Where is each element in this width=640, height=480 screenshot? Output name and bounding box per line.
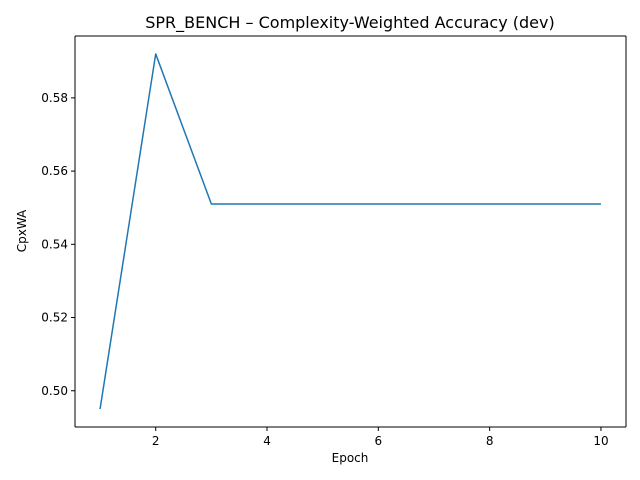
x-tick-label: 10 xyxy=(593,434,608,448)
plot-area xyxy=(75,36,626,427)
x-tick-label: 8 xyxy=(486,434,494,448)
y-tick-label: 0.50 xyxy=(41,384,68,398)
x-axis-ticks: 2 4 6 8 10 xyxy=(152,427,609,448)
y-tick-label: 0.58 xyxy=(41,91,68,105)
y-tick-label: 0.56 xyxy=(41,164,68,178)
series-line xyxy=(99,53,601,410)
y-tick-label: 0.54 xyxy=(41,237,68,251)
x-tick-label: 6 xyxy=(375,434,383,448)
plot-frame xyxy=(74,35,627,428)
x-tick-label: 4 xyxy=(263,434,271,448)
x-axis-label: Epoch xyxy=(332,451,369,465)
y-axis-ticks: 0.50 0.52 0.54 0.56 0.58 xyxy=(41,91,75,398)
series-layer xyxy=(99,53,601,410)
y-tick-label: 0.52 xyxy=(41,311,68,325)
y-axis-label: CpxWA xyxy=(15,209,29,252)
x-tick-label: 2 xyxy=(152,434,160,448)
chart-title: SPR_BENCH – Complexity-Weighted Accuracy… xyxy=(145,13,554,33)
